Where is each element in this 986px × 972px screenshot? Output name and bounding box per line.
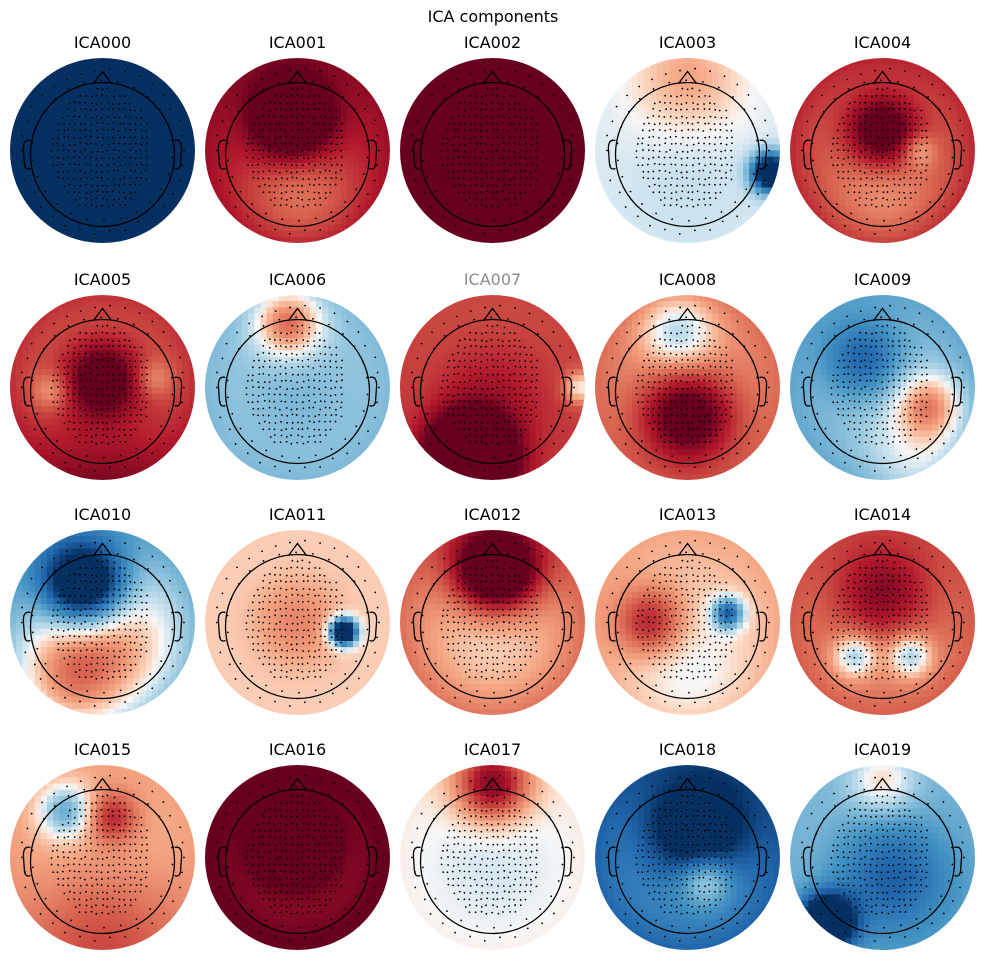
heatmap — [595, 295, 780, 480]
heatmap — [205, 58, 390, 243]
component-title: ICA007 — [395, 270, 590, 290]
heatmap — [400, 530, 585, 715]
component-ica013[interactable]: ICA013 — [590, 505, 785, 737]
heatmap — [790, 530, 975, 715]
component-title: ICA009 — [785, 270, 980, 290]
component-ica012[interactable]: ICA012 — [395, 505, 590, 737]
heatmap — [595, 58, 780, 243]
component-title: ICA002 — [395, 33, 590, 53]
topomap — [595, 295, 780, 480]
page-title: ICA components — [0, 7, 986, 26]
component-ica005[interactable]: ICA005 — [5, 270, 200, 502]
component-ica004[interactable]: ICA004 — [785, 33, 980, 265]
component-ica002[interactable]: ICA002 — [395, 33, 590, 265]
heatmap — [400, 58, 585, 243]
heatmap — [10, 295, 195, 480]
component-title: ICA014 — [785, 505, 980, 525]
heatmap — [595, 765, 780, 950]
topomap — [10, 765, 195, 950]
topomap — [790, 295, 975, 480]
topomap — [790, 58, 975, 243]
topomap — [790, 765, 975, 950]
component-ica018[interactable]: ICA018 — [590, 740, 785, 972]
topomap — [205, 765, 390, 950]
component-title: ICA008 — [590, 270, 785, 290]
component-ica008[interactable]: ICA008 — [590, 270, 785, 502]
component-ica014[interactable]: ICA014 — [785, 505, 980, 737]
topomap — [10, 530, 195, 715]
component-ica016[interactable]: ICA016 — [200, 740, 395, 972]
component-title: ICA018 — [590, 740, 785, 760]
component-title: ICA016 — [200, 740, 395, 760]
component-ica017[interactable]: ICA017 — [395, 740, 590, 972]
topomap — [595, 765, 780, 950]
component-ica007[interactable]: ICA007 — [395, 270, 590, 502]
heatmap — [10, 530, 195, 715]
component-title: ICA003 — [590, 33, 785, 53]
component-ica000[interactable]: ICA000 — [5, 33, 200, 265]
component-title: ICA010 — [5, 505, 200, 525]
heatmap — [400, 765, 585, 950]
heatmap — [10, 58, 195, 243]
component-title: ICA000 — [5, 33, 200, 53]
component-ica010[interactable]: ICA010 — [5, 505, 200, 737]
heatmap — [595, 530, 780, 715]
heatmap — [205, 295, 390, 480]
topomap — [595, 58, 780, 243]
component-title: ICA011 — [200, 505, 395, 525]
topomap — [205, 530, 390, 715]
topomap — [790, 530, 975, 715]
topomap — [10, 58, 195, 243]
topomap — [205, 58, 390, 243]
component-title: ICA004 — [785, 33, 980, 53]
component-title: ICA006 — [200, 270, 395, 290]
heatmap — [790, 58, 975, 243]
heatmap — [10, 765, 195, 950]
component-ica006[interactable]: ICA006 — [200, 270, 395, 502]
topomap — [400, 58, 585, 243]
component-title: ICA013 — [590, 505, 785, 525]
heatmap — [205, 530, 390, 715]
topomap — [400, 295, 585, 480]
topomap — [400, 530, 585, 715]
component-ica011[interactable]: ICA011 — [200, 505, 395, 737]
component-title: ICA012 — [395, 505, 590, 525]
topomap — [595, 530, 780, 715]
component-title: ICA017 — [395, 740, 590, 760]
heatmap — [790, 765, 975, 950]
topomap — [400, 765, 585, 950]
heatmap — [205, 765, 390, 950]
topomap — [10, 295, 195, 480]
component-ica003[interactable]: ICA003 — [590, 33, 785, 265]
heatmap — [790, 295, 975, 480]
component-title: ICA019 — [785, 740, 980, 760]
heatmap — [400, 295, 585, 480]
component-title: ICA015 — [5, 740, 200, 760]
component-ica019[interactable]: ICA019 — [785, 740, 980, 972]
component-ica001[interactable]: ICA001 — [200, 33, 395, 265]
component-ica015[interactable]: ICA015 — [5, 740, 200, 972]
component-title: ICA005 — [5, 270, 200, 290]
component-title: ICA001 — [200, 33, 395, 53]
component-ica009[interactable]: ICA009 — [785, 270, 980, 502]
topomap — [205, 295, 390, 480]
